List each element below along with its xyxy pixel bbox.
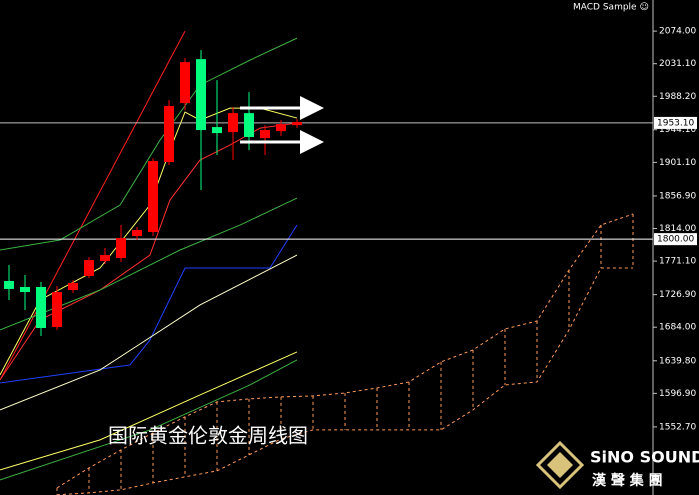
price-label: 1800.00 (657, 235, 694, 245)
indicator-line (0, 359, 298, 481)
candle-body (132, 230, 142, 237)
indicator-line (0, 30, 186, 381)
candle-body (292, 122, 302, 126)
candle-body (52, 291, 62, 327)
candle-body (100, 255, 110, 262)
y-tick-label: 1814.00 (659, 224, 696, 234)
logo-subtitle: 漢 聲 集 團 (592, 472, 663, 489)
candle-body (164, 106, 174, 163)
overlay-title: 国际黄金伦敦金周线图 (108, 424, 308, 448)
candle-body (276, 124, 286, 132)
indicator-line (0, 197, 298, 331)
y-tick-label: 1771.10 (659, 257, 696, 267)
candle-body (116, 238, 126, 258)
candle-body (68, 282, 78, 291)
y-tick-label: 2031.10 (659, 59, 696, 69)
candle-body (4, 280, 14, 289)
logo-name: SiNO SOUND (590, 448, 699, 467)
y-tick-label: 1639.80 (659, 356, 696, 366)
candle-body (148, 161, 158, 233)
y-tick-label: 1901.10 (659, 158, 696, 168)
indicator-line (0, 351, 298, 471)
logo: SiNO SOUND 漢 聲 集 團 (535, 440, 699, 490)
y-tick-label: 1726.90 (659, 290, 696, 300)
y-tick-label: 1684.00 (659, 323, 696, 333)
candle-body (228, 113, 238, 133)
price-label-box (654, 116, 697, 129)
logo-icon (547, 452, 573, 478)
cloud-edge (56, 267, 633, 495)
candle-body (84, 260, 94, 276)
y-tick-label: 1944.10 (659, 125, 696, 135)
indicator-line (0, 37, 298, 251)
y-tick-label: 1856.90 (659, 191, 696, 201)
price-label: 1953.10 (657, 118, 694, 128)
price-label-box (654, 233, 697, 246)
candle-body (196, 59, 206, 131)
candle-body (36, 286, 46, 328)
y-tick-label: 1988.20 (659, 92, 696, 102)
indicator-line (0, 224, 298, 384)
candle-body (20, 286, 30, 292)
indicator-line (0, 254, 298, 411)
candle-body (244, 113, 254, 138)
indicator-label: MACD Sample ☺ (573, 2, 649, 13)
y-axis: 2074.00 2031.10 1988.20 1944.10 1901.10 1856.… (653, 27, 697, 432)
indicator-line (0, 107, 298, 376)
candle-body (212, 127, 222, 134)
cloud-edge (56, 213, 634, 489)
y-tick-label: 2074.00 (659, 27, 696, 37)
y-tick-label: 1596.90 (659, 389, 696, 399)
y-tick-label: 1552.70 (659, 422, 696, 432)
plot-area (0, 30, 653, 495)
logo-icon (535, 440, 585, 490)
candle-body (260, 130, 270, 139)
candle-body (180, 62, 190, 104)
